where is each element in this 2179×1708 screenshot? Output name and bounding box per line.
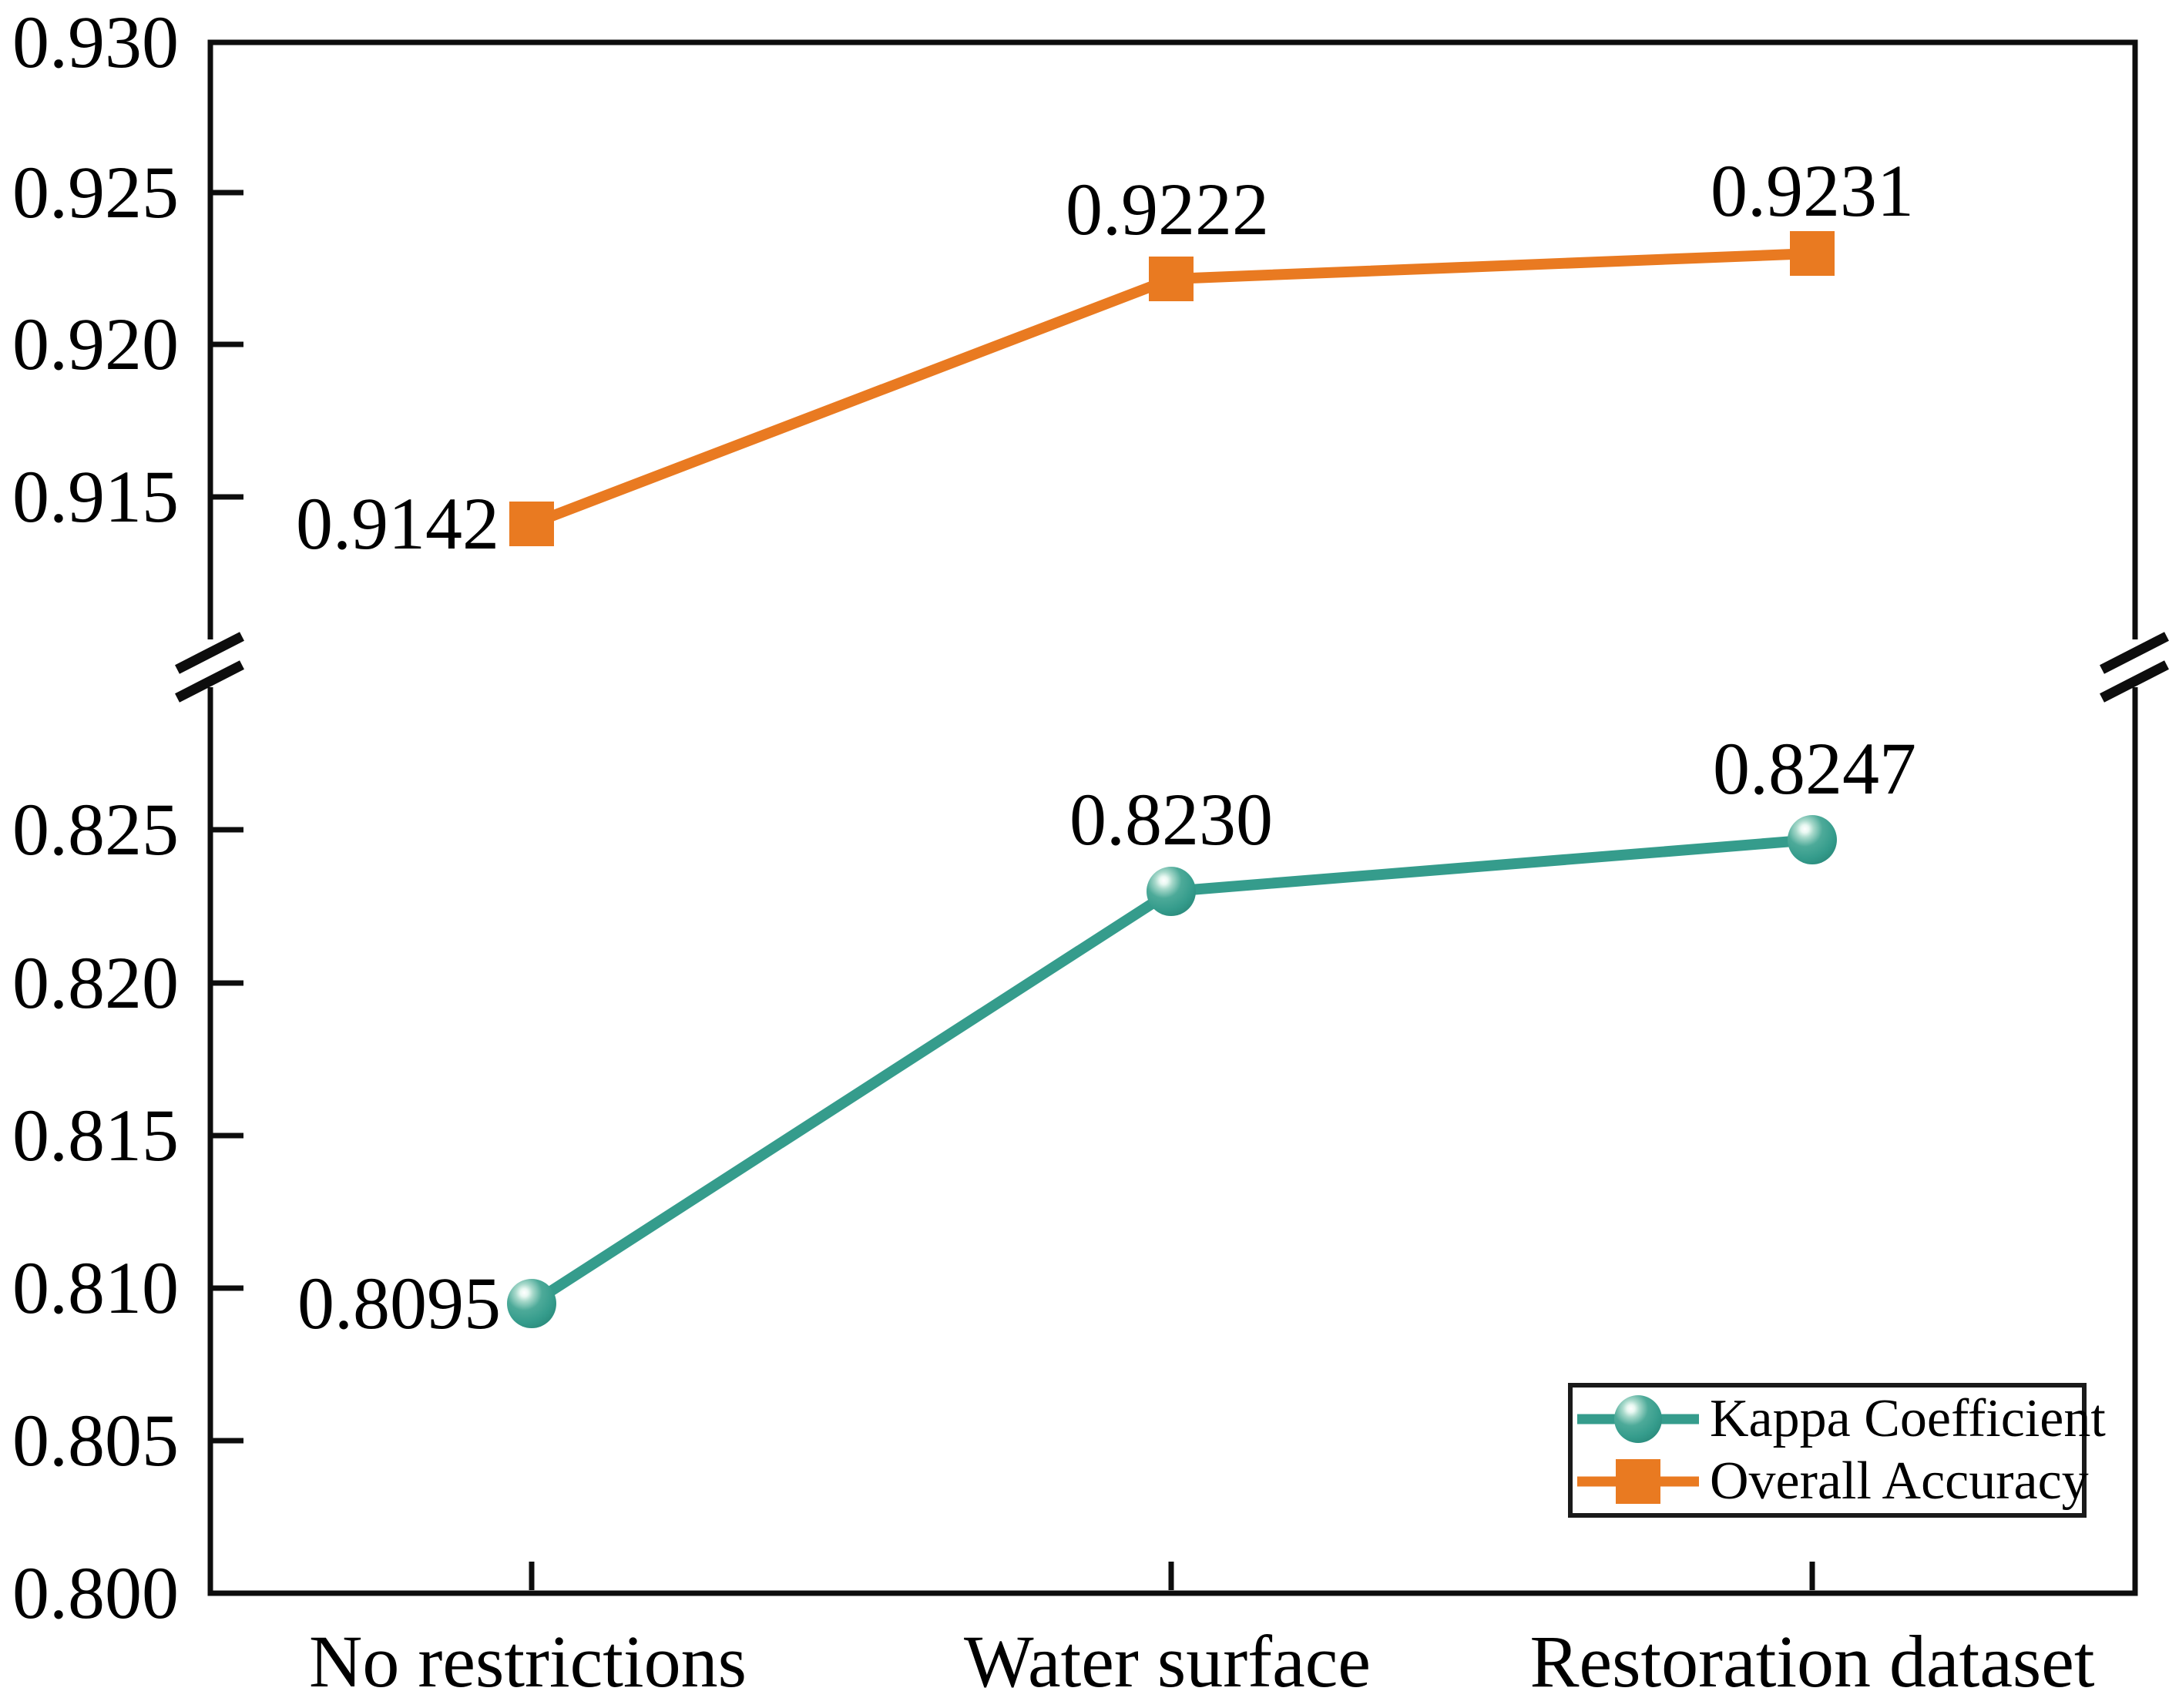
y-tick-label: 0.810 (12, 1247, 179, 1329)
data-label-overall-accuracy: 0.9222 (1066, 168, 1269, 250)
y-tick-marks (213, 190, 243, 1444)
y-tick-label: 0.820 (12, 941, 179, 1024)
x-tick-label: No restrictions (309, 1620, 747, 1703)
break-slash-right-2 (2100, 660, 2169, 703)
legend-entry-overall-accuracy: Overall Accuracy (1573, 1451, 2089, 1512)
break-slash-left-1 (175, 632, 244, 674)
overall-accuracy-point-2 (1149, 257, 1194, 301)
data-label-overall-accuracy: 0.9231 (1711, 149, 1914, 232)
x-tick-label: Water surface (964, 1620, 1371, 1703)
legend-label-overall-accuracy: Overall Accuracy (1710, 1451, 2089, 1511)
data-label-overall-accuracy: 0.9142 (296, 482, 499, 565)
kappa-point-2 (1147, 867, 1196, 916)
break-slash-right-1 (2100, 632, 2169, 674)
kappa-point-3 (1788, 815, 1837, 864)
legend-label-kappa: Kappa Coefficient (1710, 1389, 2106, 1448)
y-tick-label: 0.825 (12, 788, 179, 871)
axes-box (207, 39, 2138, 1596)
y-tick-label: 0.925 (12, 151, 179, 233)
kappa-legend-marker-icon (1577, 1395, 1699, 1443)
axis-break-marks (175, 632, 2169, 703)
y-tick-label: 0.920 (12, 303, 179, 385)
x-tick-marks (529, 1562, 1815, 1590)
y-tick-label: 0.800 (12, 1552, 179, 1634)
data-label-kappa: 0.8095 (297, 1262, 501, 1344)
legend: Kappa Coefficient Overall Accuracy (1568, 1383, 2106, 1518)
y-tick-label: 0.805 (12, 1399, 179, 1481)
data-label-kappa: 0.8247 (1713, 727, 1916, 810)
x-tick-label: Restoration dataset (1529, 1620, 2095, 1703)
series-kappa-coefficient (507, 815, 1837, 1328)
break-slash-left-2 (175, 660, 244, 703)
y-tick-label: 0.915 (12, 455, 179, 538)
kappa-point-1 (507, 1279, 556, 1328)
y-tick-label: 0.815 (12, 1094, 179, 1176)
data-label-kappa: 0.8230 (1069, 778, 1273, 861)
y-tick-label: 0.930 (12, 1, 179, 83)
series-overall-accuracy (509, 231, 1835, 546)
overall-accuracy-legend-marker-icon (1577, 1459, 1699, 1504)
overall-accuracy-point-1 (509, 502, 554, 546)
legend-entry-kappa: Kappa Coefficient (1573, 1388, 2106, 1450)
overall-accuracy-point-3 (1790, 231, 1835, 276)
